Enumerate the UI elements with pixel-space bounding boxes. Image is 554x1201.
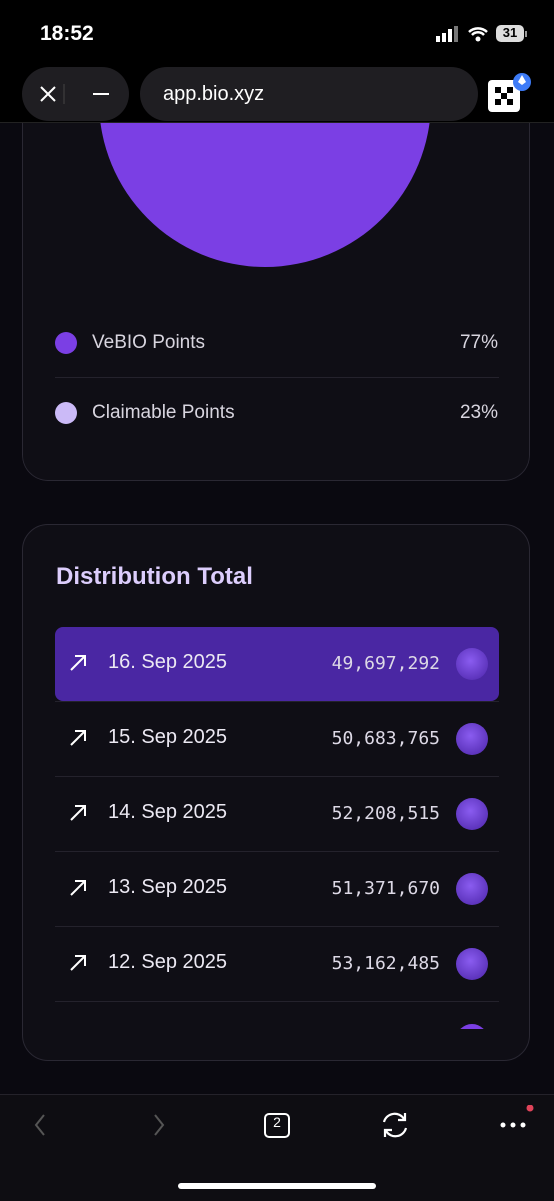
row-date: 12. Sep 2025	[108, 951, 227, 973]
tab-count: 2	[273, 1114, 281, 1130]
divider	[55, 776, 499, 777]
arrow-icon	[70, 655, 86, 671]
distribution-row[interactable]: 16. Sep 2025 49,697,292	[55, 627, 499, 701]
token-icon	[456, 1024, 488, 1029]
legend-value: 77%	[459, 332, 498, 353]
arrow-icon	[70, 880, 86, 896]
divider	[55, 701, 499, 702]
divider	[55, 851, 499, 852]
legend-dot	[55, 332, 77, 354]
distribution-row[interactable]: 15. Sep 2025 50,683,765	[55, 702, 499, 776]
distribution-row[interactable]: 13. Sep 2025 51,371,670	[55, 852, 499, 926]
legend-dot	[55, 402, 77, 424]
distribution-row[interactable]: 14. Sep 2025 52,208,515	[55, 777, 499, 851]
section-title: Distribution Total	[56, 563, 253, 590]
divider	[55, 926, 499, 927]
row-amount: 49,697,292	[331, 653, 440, 674]
nav-icons[interactable]	[0, 1105, 554, 1145]
battery-level: 31	[502, 25, 518, 40]
row-amount: 51,371,670	[331, 878, 440, 899]
close-minimize[interactable]	[38, 84, 118, 104]
distribution-row[interactable]: 12. Sep 2025 53,162,485	[55, 927, 499, 1001]
divider	[0, 122, 554, 123]
legend-label: VeBIO Points	[92, 332, 206, 353]
legend-label: Claimable Points	[92, 402, 235, 423]
row-date: 14. Sep 2025	[108, 801, 227, 823]
arrow-icon	[70, 730, 86, 746]
home-indicator	[178, 1183, 376, 1189]
arrow-icon	[70, 805, 86, 821]
divider	[55, 1001, 499, 1002]
row-amount: 50,683,765	[331, 728, 440, 749]
url-bar[interactable]	[140, 67, 478, 121]
row-date: 15. Sep 2025	[108, 726, 227, 748]
row-date: 16. Sep 2025	[108, 651, 227, 673]
token-icon	[456, 873, 488, 905]
distribution-list: 16. Sep 2025 49,697,292 15. Sep 2025 50,683…	[55, 627, 499, 1029]
arrow-icon	[70, 955, 86, 971]
token-icon	[456, 723, 488, 755]
row-date: 13. Sep 2025	[108, 876, 227, 898]
row-amount: 52,208,515	[331, 803, 440, 824]
clock: 18:52	[40, 22, 94, 45]
token-icon	[456, 948, 488, 980]
tab-controls	[22, 67, 129, 121]
row-amount: 53,162,485	[331, 953, 440, 974]
token-icon	[456, 798, 488, 830]
wallet-icon[interactable]	[487, 72, 533, 112]
token-icon	[456, 648, 488, 680]
divider	[55, 377, 499, 378]
url: app.bio.xyz	[163, 83, 265, 105]
status-icons	[436, 25, 527, 42]
points-card	[22, 123, 530, 481]
legend-value: 23%	[459, 402, 498, 423]
distribution-card	[22, 524, 530, 1061]
